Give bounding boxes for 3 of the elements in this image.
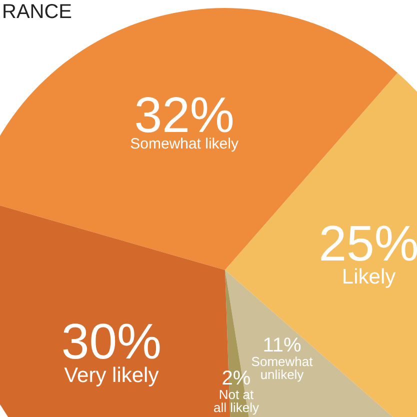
data-label: 2% bbox=[222, 368, 251, 390]
chart-title: RANCE bbox=[2, 1, 72, 23]
slice-label: Likely bbox=[342, 266, 396, 289]
